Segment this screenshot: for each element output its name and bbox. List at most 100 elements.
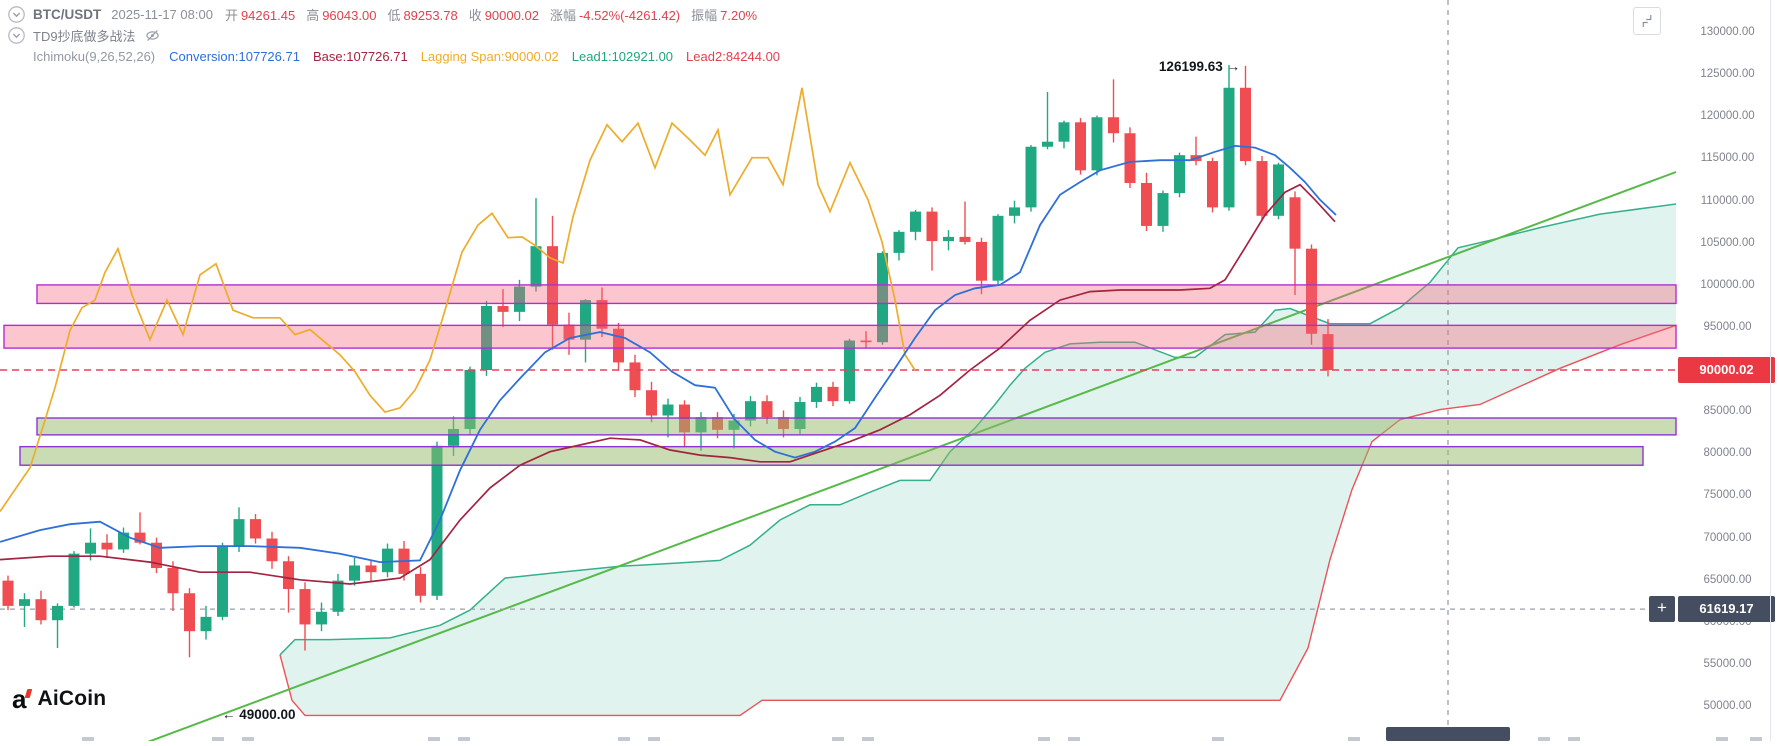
price-axis-label: 70000.00 xyxy=(1703,531,1752,544)
candle xyxy=(745,401,756,421)
candle xyxy=(2,580,14,606)
amplitude-label: 振幅 xyxy=(691,7,718,23)
lead2-line xyxy=(279,324,1677,717)
low-value: 89253.78 xyxy=(403,7,458,23)
candle xyxy=(794,402,806,429)
candle xyxy=(827,386,839,402)
aicoin-logo-text: AiCoin xyxy=(37,687,107,710)
time-axis-label-stub xyxy=(428,737,440,741)
candle xyxy=(1240,87,1251,162)
price-axis[interactable]: 90000.02 61619.17 130000.00 125000.00 1200… xyxy=(1676,0,1779,741)
candle xyxy=(1009,207,1020,216)
olive-zone[interactable] xyxy=(19,445,1644,466)
candle xyxy=(1091,117,1103,171)
candle xyxy=(860,340,872,343)
price-axis-label: 95000.00 xyxy=(1703,320,1752,333)
candle xyxy=(233,519,245,547)
candle xyxy=(992,215,1004,281)
candle xyxy=(184,593,195,632)
candle xyxy=(613,328,624,363)
candle xyxy=(283,561,294,590)
candle xyxy=(464,370,476,429)
candle xyxy=(580,300,591,340)
candle xyxy=(877,252,888,343)
candle xyxy=(629,362,641,391)
candle xyxy=(497,305,509,312)
base-label: Base xyxy=(312,48,343,64)
collapse-chevron-icon[interactable] xyxy=(8,5,25,23)
collapse-chevron-icon[interactable] xyxy=(8,26,25,44)
candle xyxy=(1141,182,1152,226)
candle xyxy=(1322,334,1334,370)
candle xyxy=(1207,161,1218,208)
time-axis-label-stub xyxy=(1750,737,1762,741)
candle xyxy=(19,599,30,606)
candle xyxy=(943,236,954,242)
pink-zone[interactable] xyxy=(3,324,1677,349)
base-line xyxy=(0,183,1336,585)
price-axis-label: 75000.00 xyxy=(1703,489,1752,502)
candle xyxy=(167,567,179,594)
eye-hidden-icon[interactable] xyxy=(145,28,160,43)
strategy-name[interactable]: TD9抄底做多战法 xyxy=(33,28,136,44)
price-axis-label: 115000.00 xyxy=(1700,152,1755,165)
open-label: 开 xyxy=(224,7,238,23)
fit-scale-button[interactable] xyxy=(1633,7,1661,35)
candle xyxy=(118,532,129,550)
time-axis-label-stub xyxy=(458,737,470,741)
price-axis-label: 105000.00 xyxy=(1700,236,1755,249)
candle xyxy=(299,589,311,625)
conversion-label: Conversion xyxy=(169,48,235,64)
candle xyxy=(1157,193,1169,226)
price-axis-label: 125000.00 xyxy=(1700,68,1755,81)
time-axis-label-stub xyxy=(618,737,630,741)
indicator-name[interactable]: Ichimoku(9,26,52,26) xyxy=(33,48,156,64)
strategy-row: TD9抄底做多战法 xyxy=(8,25,793,45)
high-value: 96043.00 xyxy=(322,7,377,23)
candle xyxy=(200,616,212,632)
candle xyxy=(431,445,443,596)
aicoin-logo-mark: a xyxy=(12,684,27,714)
lead2-value: 84244.00 xyxy=(725,48,781,64)
candle xyxy=(35,599,47,621)
candle xyxy=(266,538,278,562)
price-axis-label: 120000.00 xyxy=(1700,110,1755,123)
candle xyxy=(85,542,96,554)
time-axis-label-stub xyxy=(862,737,874,741)
price-axis-label: 110000.00 xyxy=(1700,194,1755,207)
low-label: 低 xyxy=(387,7,401,23)
candle xyxy=(1306,248,1317,334)
candle xyxy=(68,553,80,606)
symbol-label[interactable]: BTC/USDT xyxy=(33,6,102,22)
logo-red-accent xyxy=(25,688,33,698)
aicoin-watermark: a AiCoin xyxy=(12,686,106,712)
indicator-row: Ichimoku(9,26,52,26) Conversion:107726.7… xyxy=(33,48,781,64)
change-value: -4.52%(-4261.42) xyxy=(578,7,681,23)
time-axis-label-stub xyxy=(1716,737,1728,741)
symbol-row: BTC/USDT 2025-11-17 08:00 开 94261.45 高 960… xyxy=(8,4,793,24)
candle xyxy=(481,305,492,370)
candle xyxy=(365,565,377,573)
candle xyxy=(926,211,938,242)
add-alert-plus-button[interactable]: + xyxy=(1649,596,1675,623)
candle xyxy=(332,580,344,612)
price-axis-label: 50000.00 xyxy=(1703,700,1752,712)
time-axis-label-stub xyxy=(1568,737,1580,741)
candle xyxy=(52,605,63,621)
candle xyxy=(101,542,113,550)
candle xyxy=(250,519,261,539)
pink-zone[interactable] xyxy=(36,284,1677,305)
corner-brackets-icon xyxy=(1642,15,1652,27)
lagging-span-value: 90000.02 xyxy=(504,48,559,64)
price-axis-label: 130000.00 xyxy=(1700,26,1755,38)
time-axis-label-stub xyxy=(1068,737,1080,741)
change-label: 涨幅 xyxy=(549,7,576,23)
price-annotation: ← 49000.00 xyxy=(222,707,296,722)
current-price-tag: 90000.02 xyxy=(1678,356,1775,383)
candle xyxy=(1256,161,1268,216)
base-value: 107726.71 xyxy=(346,48,408,64)
crosshair-price-tag: 61619.17 xyxy=(1678,596,1775,623)
candle xyxy=(596,300,608,329)
chart-header: BTC/USDT 2025-11-17 08:00 开 94261.45 高 960… xyxy=(8,4,793,67)
